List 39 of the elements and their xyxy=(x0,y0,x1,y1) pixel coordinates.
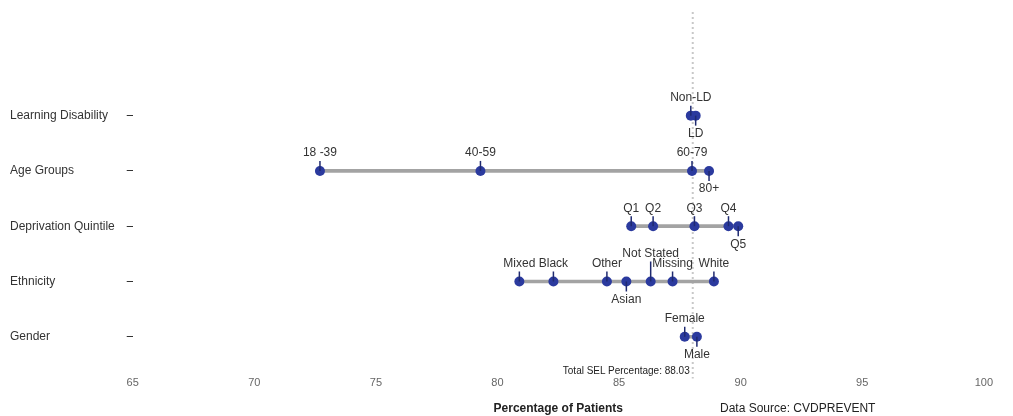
ref-line-label: Total SEL Percentage: 88.03 xyxy=(562,365,691,377)
point xyxy=(475,165,486,176)
x-tick-label: 90 xyxy=(734,376,747,389)
series-label: 40-59 xyxy=(465,145,497,160)
series-label: Q4 xyxy=(720,200,737,215)
series-label: Q1 xyxy=(623,200,640,215)
y-tick-label: Gender xyxy=(10,329,51,344)
series-label: Other xyxy=(591,255,622,270)
x-axis-title: Percentage of Patients xyxy=(493,401,624,416)
series-label: Male xyxy=(683,347,711,362)
point xyxy=(514,276,525,287)
point xyxy=(679,331,690,342)
series-label: Black xyxy=(538,255,570,270)
y-tick-label: Learning Disability xyxy=(10,107,109,122)
series-label: Female xyxy=(664,311,706,326)
series-label: Q3 xyxy=(686,200,703,215)
x-tick-label: 80 xyxy=(491,376,504,389)
x-tick-label: 75 xyxy=(369,376,383,389)
point xyxy=(689,221,700,232)
y-tick-label: Ethnicity xyxy=(10,273,56,288)
source-note: Data Source: CVDPREVENT xyxy=(720,401,877,416)
series-label: Asian xyxy=(611,291,642,306)
x-tick-label: 70 xyxy=(248,376,261,389)
y-tick-label: Age Groups xyxy=(10,163,75,178)
series-label: 80+ xyxy=(698,181,720,196)
series-label: Q2 xyxy=(645,200,662,215)
series-label: Non-LD xyxy=(670,89,712,104)
series-label: LD xyxy=(687,125,704,140)
x-tick-label: 100 xyxy=(974,376,993,389)
x-tick-label: 65 xyxy=(126,376,139,389)
series-label: Q5 xyxy=(730,236,747,251)
x-tick-label: 85 xyxy=(612,376,626,389)
point xyxy=(723,221,734,232)
series-label: Mixed xyxy=(503,255,536,270)
x-tick-label: 95 xyxy=(856,376,869,389)
series-label: 60-79 xyxy=(676,145,708,160)
series-label: 18 -39 xyxy=(302,145,338,160)
series-label: White xyxy=(698,255,730,270)
y-tick-label: Deprivation Quintile xyxy=(10,218,116,233)
